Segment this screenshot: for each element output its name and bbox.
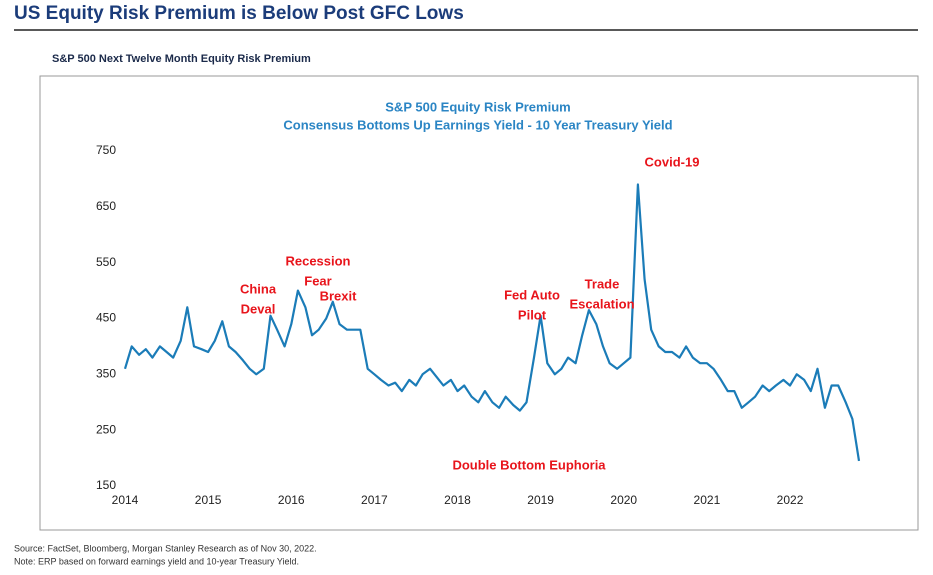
- annotation: Brexit: [320, 288, 358, 303]
- series-line: [123, 183, 861, 462]
- x-tick-label: 2021: [694, 493, 721, 507]
- annotation: Pilot: [518, 307, 547, 322]
- x-tick-label: 2015: [195, 493, 222, 507]
- x-tick-label: 2022: [777, 493, 804, 507]
- y-tick-label: 750: [96, 143, 116, 157]
- y-tick-label: 450: [96, 311, 116, 325]
- annotation: Fed Auto: [504, 287, 560, 302]
- annotation: Double Bottom Euphoria: [452, 457, 606, 472]
- x-tick-label: 2017: [361, 493, 388, 507]
- annotation: Covid-19: [645, 154, 700, 169]
- annotation: Fear: [304, 273, 331, 288]
- y-tick-label: 250: [96, 422, 116, 436]
- x-tick-label: 2019: [527, 493, 554, 507]
- chart-title: S&P 500 Equity Risk Premium: [385, 99, 570, 114]
- y-tick-label: 350: [96, 367, 116, 381]
- x-tick-label: 2016: [278, 493, 305, 507]
- y-tick-label: 550: [96, 255, 116, 269]
- x-tick-label: 2018: [444, 493, 471, 507]
- annotation: Recession: [285, 253, 350, 268]
- footnote: Note: ERP based on forward earnings yiel…: [14, 556, 299, 566]
- annotation: Trade: [585, 276, 620, 291]
- annotation: Deval: [241, 301, 276, 316]
- x-tick-label: 2014: [112, 493, 139, 507]
- page-subtitle: S&P 500 Next Twelve Month Equity Risk Pr…: [52, 53, 311, 65]
- x-tick-label: 2020: [610, 493, 637, 507]
- page-title: US Equity Risk Premium is Below Post GFC…: [14, 3, 464, 24]
- y-tick-label: 650: [96, 199, 116, 213]
- y-tick-label: 150: [96, 478, 116, 492]
- chart-frame: [39, 75, 919, 531]
- annotation: China: [240, 281, 277, 296]
- chart-subtitle: Consensus Bottoms Up Earnings Yield - 10…: [283, 117, 672, 132]
- footnote: Source: FactSet, Bloomberg, Morgan Stanl…: [14, 543, 317, 553]
- annotation: Escalation: [569, 296, 634, 311]
